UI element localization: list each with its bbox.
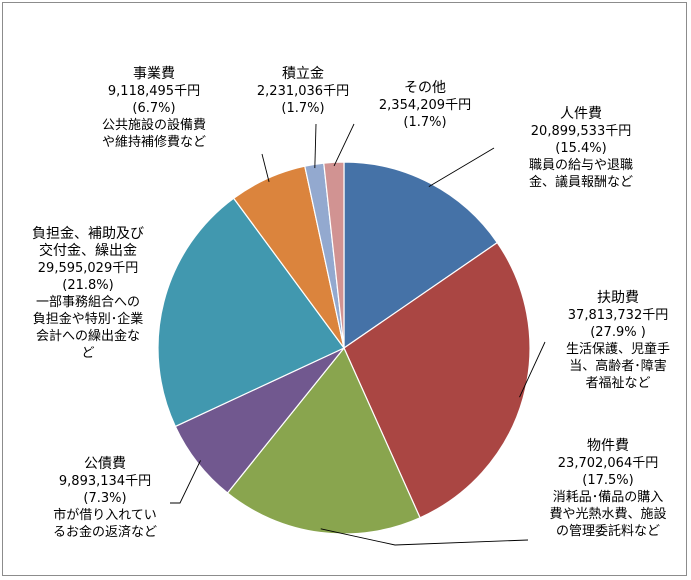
label-amount: 29,595,029千円 (37, 261, 139, 276)
label-amount: 20,899,533千円 (530, 124, 632, 139)
label-amount: 2,354,209千円 (378, 98, 472, 113)
label-percent: (1.7%) (403, 115, 447, 130)
label-note: 職員の給与や退職 (528, 158, 633, 173)
label-kosaihi: 公債費 9,893,134千円 (7.3%) 市が借り入れてい るお金の返済など (25, 456, 185, 541)
leader-sonota (333, 123, 355, 167)
label-note: や維持補修費など (101, 135, 206, 150)
label-amount: 37,813,732千円 (567, 308, 669, 323)
label-note: 費や光熱水費、施設 (549, 507, 667, 522)
label-amount: 2,231,036千円 (256, 84, 350, 99)
label-fujohi: 扶助費 37,813,732千円 (27.9% ) 生活保護、児童手 当、高齢者… (548, 290, 688, 392)
leader-jinkenhi (428, 147, 495, 188)
label-sonota: その他 2,354,209千円 (1.7%) (360, 80, 490, 131)
slice-fujohi (343, 241, 531, 519)
label-note: 消耗品･備品の購入 (552, 490, 664, 505)
leader-jigyohi (261, 153, 270, 182)
leader-kosaihi (170, 460, 201, 504)
label-note: 一部事務組合への (35, 295, 140, 310)
leader-fujohi (519, 341, 546, 398)
label-name: 積立金 (282, 66, 324, 82)
label-note: の管理委託料など (555, 524, 660, 539)
label-name: 人件費 (560, 106, 602, 122)
label-name: 事業費 (133, 66, 175, 82)
label-amount: 9,118,495千円 (107, 84, 201, 99)
label-percent: (6.7%) (132, 101, 176, 116)
label-name-line2: 交付金、繰出金 (39, 243, 137, 259)
label-note: 公共施設の設備費 (101, 118, 206, 133)
leader-bukkenhi (320, 528, 529, 546)
label-name: 負担金、補助及び (32, 226, 144, 242)
label-percent: (27.9% ) (590, 325, 646, 340)
label-percent: (1.7%) (281, 101, 325, 116)
label-note: 負担金や特別･企業 (32, 312, 144, 327)
leader-tsumitatekin (314, 123, 317, 169)
label-bukkenhi: 物件費 23,702,064千円 (17.5%) 消耗品･備品の購入 費や光熱水… (528, 438, 688, 540)
label-note: 者福祉など (585, 376, 651, 391)
label-percent: (7.3%) (83, 491, 127, 506)
slice-bukkenhi (226, 346, 421, 535)
label-note: 金、議員報酬など (528, 175, 633, 190)
slice-sonota (323, 161, 345, 349)
label-note: 市が借り入れてい (53, 508, 157, 523)
label-note: 生活保護、児童手 (565, 342, 670, 357)
label-name: その他 (404, 80, 446, 96)
label-futankin: 負担金、補助及び 交付金、繰出金 29,595,029千円 (21.8%) 一部… (8, 226, 168, 362)
label-jigyohi: 事業費 9,118,495千円 (6.7%) 公共施設の設備費 や維持補修費など (74, 66, 234, 151)
label-note: 当、高齢者･障害 (569, 359, 667, 374)
label-name: 物件費 (587, 438, 629, 454)
label-tsumitatekin: 積立金 2,231,036千円 (1.7%) (238, 66, 368, 117)
label-note: 会計への繰出金な (35, 329, 140, 344)
label-amount: 23,702,064千円 (557, 456, 659, 471)
slice-futankin (157, 197, 345, 428)
label-amount: 9,893,134千円 (58, 474, 152, 489)
label-percent: (17.5%) (582, 473, 634, 488)
label-note: るお金の返済など (52, 525, 157, 540)
label-jinkenhi: 人件費 20,899,533千円 (15.4%) 職員の給与や退職 金、議員報酬… (506, 106, 656, 191)
label-note: ど (81, 346, 95, 361)
slice-jinkenhi (343, 161, 499, 350)
label-name: 公債費 (84, 456, 126, 472)
label-name: 扶助費 (597, 290, 639, 306)
label-percent: (21.8%) (62, 278, 114, 293)
label-percent: (15.4%) (555, 141, 607, 156)
